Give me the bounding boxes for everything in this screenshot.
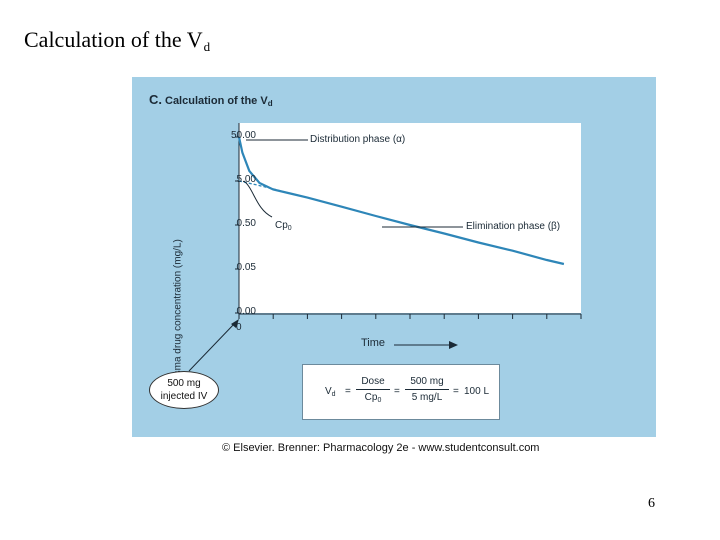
formula-fraction-1: Dose Cp0: [356, 376, 390, 404]
formula-denominator-1: Cp0: [364, 392, 382, 404]
formula-result: 100 L: [464, 386, 490, 397]
slide-title-main: Calculation of the V: [24, 27, 203, 52]
slide-title-subscript: d: [203, 39, 211, 54]
figure-panel: C. Calculation of the Vd Plasma drug conc…: [132, 77, 656, 437]
time-arrow-head: [449, 341, 458, 349]
formula-numerator-2: 500 mg: [405, 376, 449, 390]
formula-equals-2: =: [394, 386, 400, 397]
cp0-leader-line: [243, 180, 273, 218]
panel-title-main: Calculation of the V: [165, 95, 268, 107]
panel-title: C. Calculation of the Vd: [149, 92, 273, 108]
y-tick-label: 50.00: [230, 130, 256, 141]
series-dashed-extrapolation: [238, 180, 291, 195]
elimination-phase-label: Elimination phase (β): [466, 221, 561, 232]
formula-equals-1: =: [345, 386, 351, 397]
x-tick-label-origin: 0: [236, 322, 242, 333]
x-axis-label: Time: [361, 337, 386, 349]
dose-line-1: 500 mg: [167, 378, 201, 389]
formula-numerator-1: Dose: [356, 376, 390, 390]
distribution-phase-label: Distribution phase (α): [310, 134, 406, 145]
panel-title-subscript: d: [267, 99, 273, 108]
page-number: 6: [648, 496, 655, 511]
y-tick-label: 0.05: [236, 262, 256, 273]
y-tick-label: 5.00: [236, 174, 256, 185]
cp0-label: Cp0: [275, 220, 292, 232]
slide-title: Calculation of the Vd: [24, 27, 210, 55]
formula-equals-3: =: [453, 386, 459, 397]
dose-line-2: injected IV: [160, 391, 208, 402]
series-concentration-curve: [237, 136, 565, 266]
formula-denominator-2: 5 mg/L: [411, 392, 443, 403]
panel-letter: C.: [149, 92, 162, 107]
dose-arrow-head: [231, 319, 239, 328]
formula-lhs: Vd: [325, 386, 336, 398]
dose-callout: 500 mg injected IV: [149, 371, 219, 409]
y-tick-label: 0.50: [236, 218, 256, 229]
y-tick-label: 0.00: [236, 306, 256, 317]
chart-svg: [188, 123, 582, 372]
vd-formula-box: Vd = Dose Cp0 = 500 mg 5 mg/L = 100 L: [302, 364, 500, 420]
plot-area: [239, 123, 581, 313]
dose-arrow-line: [188, 322, 236, 372]
formula-fraction-2: 500 mg 5 mg/L: [405, 376, 449, 403]
copyright-credit: © Elsevier. Brenner: Pharmacology 2e - w…: [222, 442, 540, 454]
